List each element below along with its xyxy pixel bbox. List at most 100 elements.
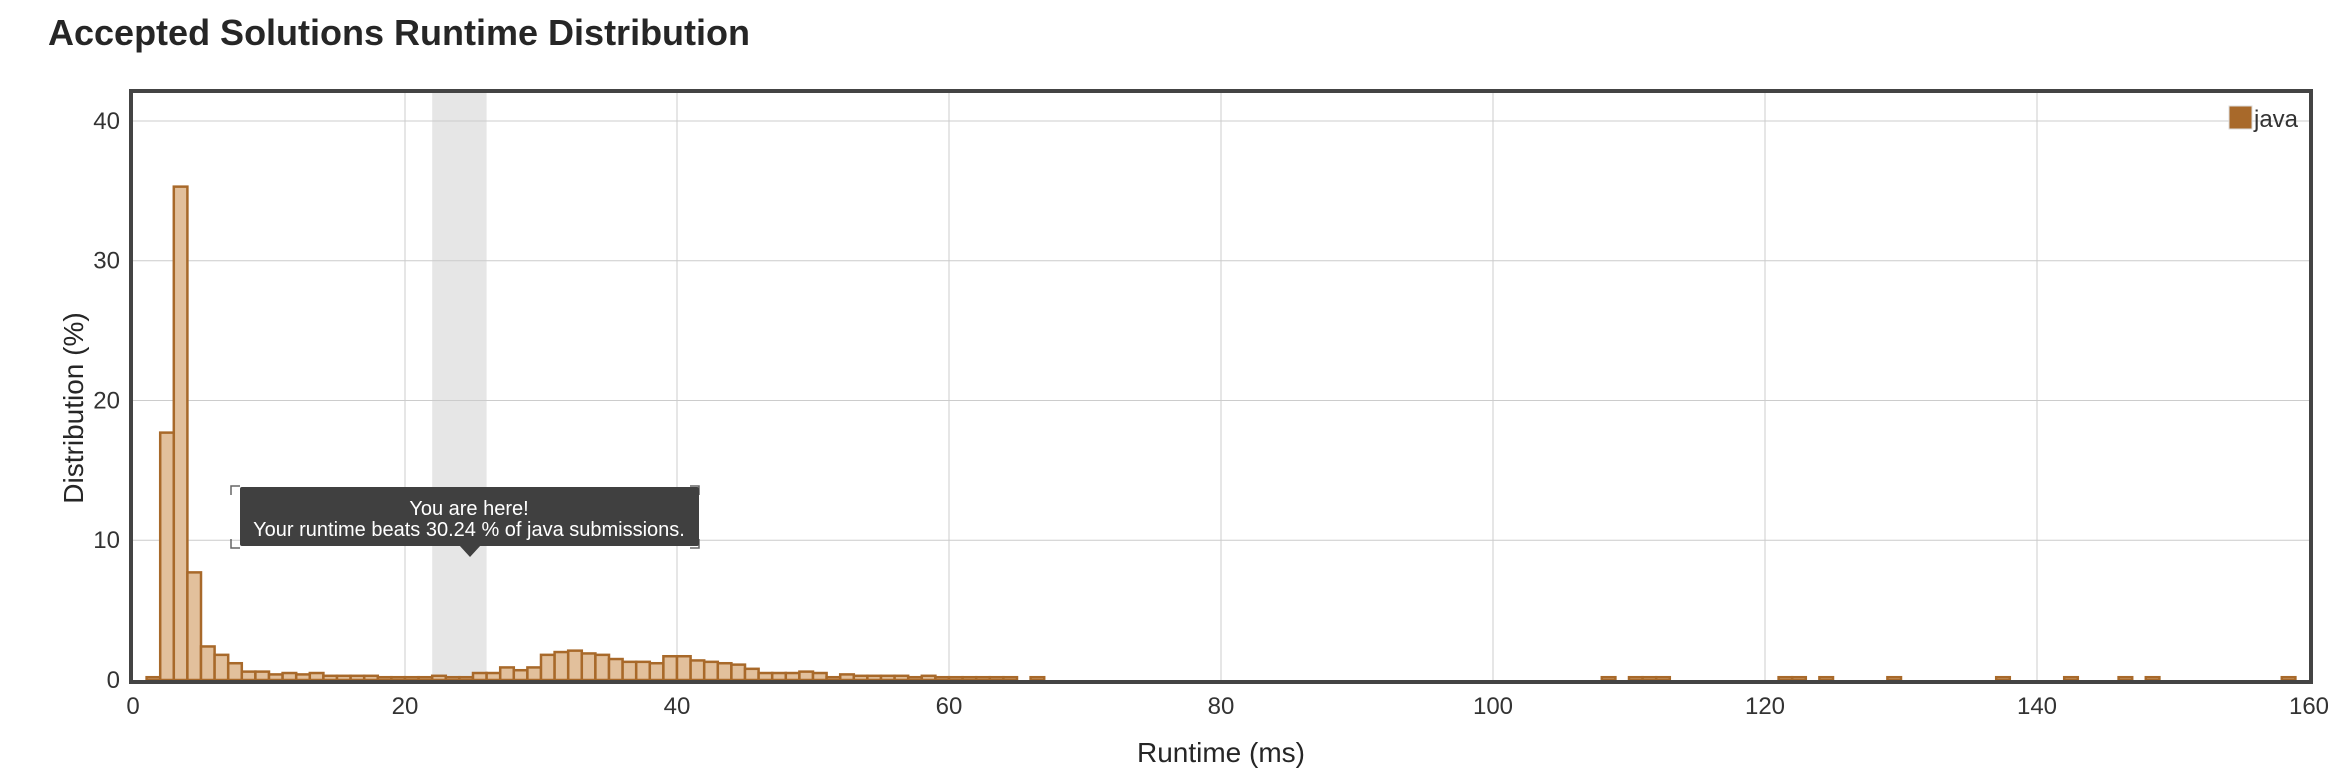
histogram-bar[interactable] <box>1994 675 2012 682</box>
histogram-bar[interactable] <box>825 675 842 682</box>
histogram-bar[interactable] <box>879 674 896 682</box>
x-tick-label: 80 <box>1208 693 1235 720</box>
histogram-bar[interactable] <box>947 675 964 682</box>
histogram-bar[interactable] <box>838 673 856 682</box>
histogram-bar[interactable] <box>485 671 502 682</box>
histogram-bar[interactable] <box>471 671 488 682</box>
legend-swatch <box>2228 105 2253 130</box>
histogram-bar[interactable] <box>770 671 788 682</box>
histogram-bar[interactable] <box>512 668 529 682</box>
y-tick-label: 20 <box>93 387 120 414</box>
histogram-bar[interactable] <box>866 674 883 682</box>
histogram-bar[interactable] <box>594 653 611 682</box>
tooltip-pointer <box>459 545 481 557</box>
histogram-bar[interactable] <box>662 654 679 682</box>
histogram-bar[interactable] <box>730 663 747 682</box>
histogram-bar[interactable] <box>1790 675 1808 682</box>
histogram-bar[interactable] <box>1886 675 1903 682</box>
plot-frame <box>129 89 2313 684</box>
histogram-bar[interactable] <box>322 674 339 682</box>
histogram-bar[interactable] <box>893 674 910 682</box>
histogram-bar[interactable] <box>1029 675 1046 682</box>
histogram-bar[interactable] <box>417 675 434 682</box>
histogram-bar[interactable] <box>539 653 556 682</box>
histogram-bar[interactable] <box>580 652 597 682</box>
histogram-bar[interactable] <box>757 671 774 682</box>
histogram-bar[interactable] <box>675 654 692 682</box>
histogram-bar[interactable] <box>430 674 448 682</box>
histogram-bar[interactable] <box>621 660 638 682</box>
histogram-bar[interactable] <box>2280 675 2297 682</box>
x-axis-title: Runtime (ms) <box>1137 737 1305 768</box>
x-tick-label: 100 <box>1473 693 1513 720</box>
histogram-bar[interactable] <box>634 660 652 682</box>
histogram-bar[interactable] <box>566 649 584 682</box>
histogram-bar[interactable] <box>2144 675 2161 682</box>
histogram-bar[interactable] <box>743 667 760 682</box>
histogram-bar[interactable] <box>1777 675 1794 682</box>
histogram-bar[interactable] <box>988 675 1005 682</box>
legend-label-java: java <box>2253 106 2299 133</box>
histogram-bar[interactable] <box>974 675 992 682</box>
histogram-bar[interactable] <box>267 673 284 682</box>
histogram-bar[interactable] <box>689 659 706 682</box>
histogram-bar[interactable] <box>2117 675 2134 682</box>
histogram-bar[interactable] <box>1627 675 1644 682</box>
histogram-bar[interactable] <box>498 666 516 682</box>
histogram-bar[interactable] <box>1641 675 1658 682</box>
histogram-bar[interactable] <box>444 675 461 682</box>
x-tick-label: 0 <box>126 693 139 720</box>
histogram-bar[interactable] <box>294 673 312 682</box>
histogram-bar[interactable] <box>240 670 257 682</box>
histogram-bar[interactable] <box>335 674 352 682</box>
histogram-bar[interactable] <box>798 670 815 682</box>
histogram-bar[interactable] <box>376 675 393 682</box>
histogram-bar[interactable] <box>1600 675 1617 682</box>
histogram-bar[interactable] <box>961 675 978 682</box>
histogram-bar[interactable] <box>526 666 543 682</box>
tooltip-box <box>240 487 699 546</box>
histogram-bar[interactable] <box>648 661 665 682</box>
histogram-bar[interactable] <box>1818 675 1835 682</box>
histogram-bar[interactable] <box>281 671 298 682</box>
legend[interactable]: java <box>2228 105 2299 133</box>
histogram-bar[interactable] <box>716 661 733 682</box>
histogram-bar[interactable] <box>934 675 951 682</box>
highlight-range <box>432 93 487 680</box>
y-tick-label: 30 <box>93 248 120 275</box>
histogram-bar[interactable] <box>553 650 570 682</box>
chart-title: Accepted Solutions Runtime Distribution <box>48 12 751 53</box>
histogram-bar[interactable] <box>254 670 271 682</box>
y-tick-label: 0 <box>107 667 120 694</box>
histogram-bar[interactable] <box>852 674 869 682</box>
histogram-bar[interactable] <box>390 675 407 682</box>
histogram-bar[interactable] <box>349 674 366 682</box>
histogram-bar[interactable] <box>702 660 720 682</box>
histogram-bar[interactable] <box>403 675 420 682</box>
histogram-bar[interactable] <box>811 671 828 682</box>
histogram-bar[interactable] <box>186 571 203 682</box>
histogram-bar[interactable] <box>1654 675 1672 682</box>
tooltip-bracket-tl <box>230 485 240 495</box>
histogram-bar[interactable] <box>362 674 380 682</box>
y-axis-ticks: 0 10 20 30 40 <box>93 108 120 694</box>
x-tick-label: 120 <box>1745 693 1785 720</box>
histogram-bar[interactable] <box>2062 675 2080 682</box>
histogram-bar[interactable] <box>458 675 475 682</box>
histogram-bar[interactable] <box>920 674 937 682</box>
x-axis-ticks: 0 20 40 60 80 100 120 140 160 <box>126 693 2329 720</box>
histogram-bar[interactable] <box>213 653 230 682</box>
histogram-bar[interactable] <box>607 657 624 682</box>
histogram-bar[interactable] <box>145 675 162 682</box>
tooltip: You are here! Your runtime beats 30.24 %… <box>230 485 700 557</box>
histogram-bar[interactable] <box>199 645 216 682</box>
histogram-bar[interactable] <box>784 671 801 682</box>
histogram-bar[interactable] <box>906 675 924 682</box>
histogram-bar[interactable] <box>308 671 325 682</box>
x-tick-label: 40 <box>664 693 691 720</box>
histogram-bar[interactable] <box>172 185 189 682</box>
histogram-bar[interactable] <box>226 661 244 682</box>
histogram-bar[interactable] <box>158 431 176 682</box>
y-tick-label: 40 <box>93 108 120 135</box>
histogram-bar[interactable] <box>1002 675 1019 682</box>
